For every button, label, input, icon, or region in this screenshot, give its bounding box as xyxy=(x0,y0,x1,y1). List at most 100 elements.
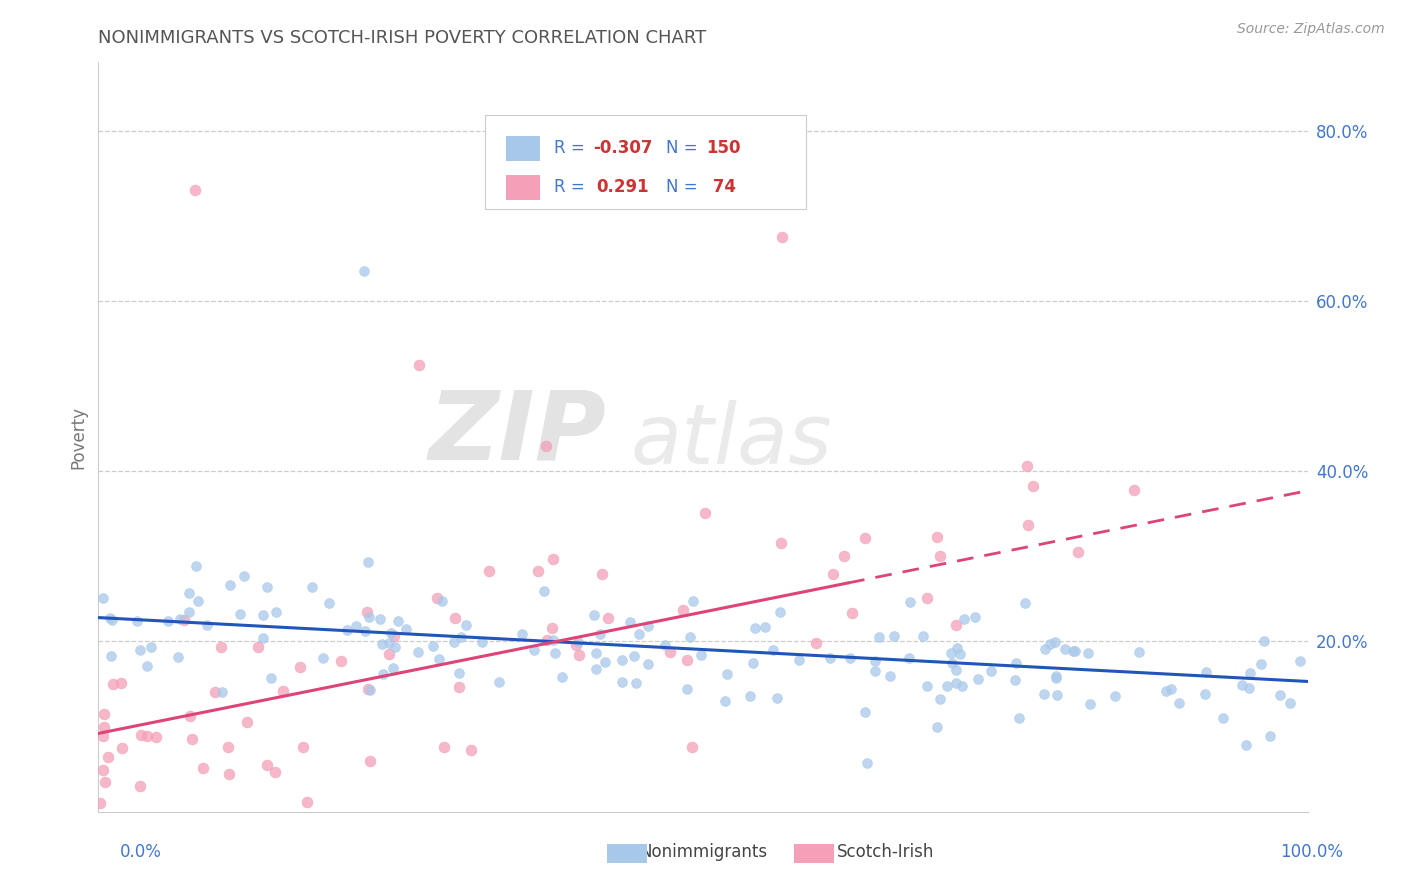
Point xyxy=(533,584,555,599)
Point xyxy=(252,632,274,646)
Point xyxy=(91,729,114,743)
Point xyxy=(371,637,394,651)
Point xyxy=(330,654,353,668)
Point xyxy=(939,646,962,660)
Point xyxy=(949,648,972,662)
Point xyxy=(100,648,122,663)
Point xyxy=(567,635,589,649)
Point xyxy=(1064,644,1087,658)
Point xyxy=(593,655,616,669)
Point xyxy=(637,619,659,633)
Point xyxy=(510,627,533,641)
Point xyxy=(368,612,391,626)
Point xyxy=(443,635,465,649)
Point xyxy=(527,564,550,578)
Point xyxy=(1033,641,1056,656)
Point xyxy=(252,607,274,622)
Point xyxy=(129,728,152,742)
Point xyxy=(952,612,974,626)
Point xyxy=(1045,671,1067,685)
Point xyxy=(1053,641,1076,656)
Point xyxy=(93,720,115,734)
Point xyxy=(1062,644,1084,658)
Point xyxy=(589,627,612,641)
Point xyxy=(290,660,312,674)
Point xyxy=(1239,681,1261,695)
Text: Scotch-Irish: Scotch-Irish xyxy=(837,843,935,861)
Text: R =: R = xyxy=(554,139,591,157)
Point xyxy=(204,685,226,699)
Point xyxy=(264,605,287,619)
Text: ZIP: ZIP xyxy=(429,387,606,480)
Point xyxy=(233,568,256,582)
Text: 150: 150 xyxy=(707,139,741,157)
Point xyxy=(1014,596,1036,610)
Point xyxy=(1239,665,1261,680)
Point xyxy=(610,675,633,690)
Point xyxy=(427,652,450,666)
Point xyxy=(716,667,738,681)
Point xyxy=(1005,656,1028,670)
Point xyxy=(1212,711,1234,725)
Point xyxy=(623,648,645,663)
Point xyxy=(1004,673,1026,687)
Point xyxy=(585,662,607,676)
Point xyxy=(229,607,252,622)
Point xyxy=(1022,479,1045,493)
Point xyxy=(936,679,959,693)
Point xyxy=(335,624,357,638)
Bar xyxy=(506,175,540,200)
Point xyxy=(624,676,647,690)
Point xyxy=(928,692,950,706)
Point xyxy=(145,730,167,744)
Point xyxy=(422,640,444,654)
Point xyxy=(659,645,682,659)
Point xyxy=(1156,684,1178,698)
Point xyxy=(1268,688,1291,702)
Point xyxy=(344,619,367,633)
Point xyxy=(478,564,501,578)
Point xyxy=(89,796,111,810)
Point xyxy=(965,610,987,624)
Point xyxy=(610,652,633,666)
Text: 0.0%: 0.0% xyxy=(120,843,162,861)
Point xyxy=(136,659,159,673)
Point xyxy=(156,614,179,628)
Point xyxy=(967,672,990,686)
Point xyxy=(536,632,558,647)
Point xyxy=(430,594,453,608)
Point xyxy=(184,559,207,574)
Point xyxy=(1033,687,1056,701)
Point xyxy=(766,690,789,705)
Point xyxy=(292,739,315,754)
Point xyxy=(929,549,952,564)
Point xyxy=(432,740,454,755)
Point xyxy=(93,707,115,722)
Point xyxy=(883,630,905,644)
Point xyxy=(408,358,430,372)
Point xyxy=(1289,654,1312,668)
Text: atlas: atlas xyxy=(630,401,832,482)
Point xyxy=(1039,637,1062,651)
Point xyxy=(762,642,785,657)
Point xyxy=(101,677,124,691)
Point xyxy=(471,635,494,649)
Point xyxy=(787,652,810,666)
Point xyxy=(1194,687,1216,701)
Point xyxy=(585,646,607,660)
Point xyxy=(129,779,152,793)
Point xyxy=(1123,483,1146,497)
Point xyxy=(217,740,239,755)
Point xyxy=(353,264,375,278)
Point xyxy=(672,603,695,617)
Point xyxy=(1195,665,1218,680)
Point xyxy=(592,566,614,581)
Point xyxy=(312,651,335,665)
Point xyxy=(426,591,449,606)
Point xyxy=(897,651,920,665)
Point xyxy=(1077,646,1099,660)
Point xyxy=(927,530,949,544)
FancyBboxPatch shape xyxy=(485,115,806,209)
Point xyxy=(380,626,402,640)
Point xyxy=(135,729,157,743)
